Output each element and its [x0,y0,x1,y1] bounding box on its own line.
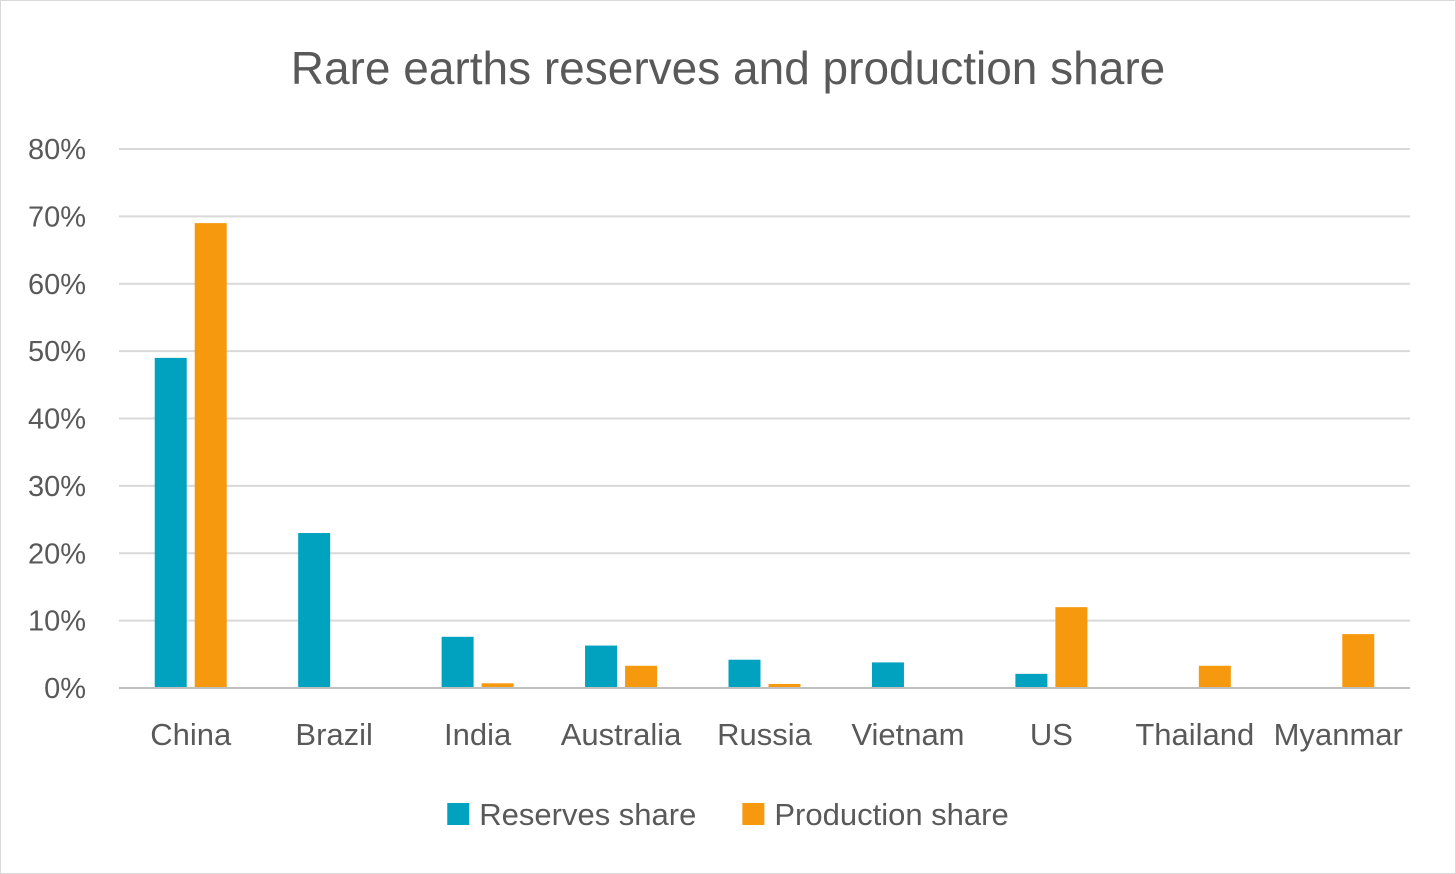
bar-production-share-china [194,223,227,689]
x-axis: China Brazil India Australia Russia Vietnam US… [119,687,1410,752]
bar-production-share-thailand [1198,665,1231,688]
x-category-label: Brazil [295,717,373,752]
y-tick-label: 20% [28,538,86,570]
x-category-label: China [150,717,232,752]
legend-label: Reserves share [479,797,696,832]
legend-label: Production share [774,797,1008,832]
bar-production-share-india [481,683,514,688]
y-tick-label: 70% [28,201,86,233]
y-tick-label: 50% [28,336,86,368]
chart-title: Rare earths reserves and production shar… [291,42,1165,94]
x-category-label: Russia [717,717,813,752]
y-tick-label: 80% [28,134,86,166]
legend-swatch-production-share [742,803,765,825]
x-category-label: US [1030,717,1073,752]
bar-reserves-share-us [1015,673,1048,688]
bar-reserves-share-india [441,636,474,688]
x-category-label: Vietnam [851,717,964,752]
legend-swatch-reserves-share [447,803,470,825]
x-category-label: India [444,717,512,752]
bar-reserves-share-vietnam [871,662,904,688]
x-category-label: Thailand [1135,717,1254,752]
bar-reserves-share-russia [728,659,761,688]
y-tick-label: 0% [44,673,86,705]
bars [154,223,1375,689]
gridlines [119,148,1410,622]
y-tick-label: 30% [28,471,86,503]
bar-reserves-share-brazil [298,533,331,688]
bar-production-share-myanmar [1342,634,1375,688]
x-category-label: Myanmar [1274,717,1403,752]
bar-production-share-russia [768,683,801,688]
legend: Reserves share Production share [447,797,1009,832]
bar-production-share-australia [625,665,658,688]
y-tick-label: 40% [28,404,86,436]
y-axis-ticks: 0% 10% 20% 30% 40% 50% 60% 70% 80% [28,134,86,705]
bar-production-share-us [1055,607,1088,688]
bar-reserves-share-australia [585,645,618,688]
y-tick-label: 10% [28,606,86,638]
x-category-label: Australia [561,717,682,752]
y-tick-label: 60% [28,269,86,301]
bar-reserves-share-china [154,357,187,688]
